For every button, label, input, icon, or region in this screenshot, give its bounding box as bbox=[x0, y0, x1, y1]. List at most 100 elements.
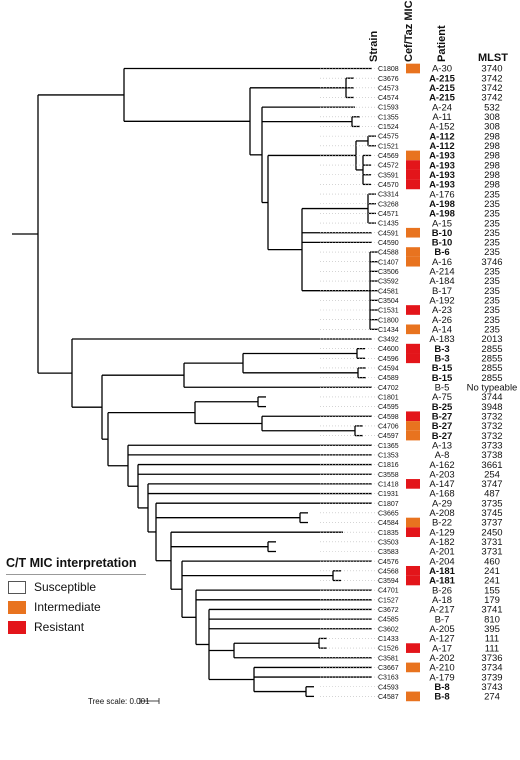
strain-label: C3676 bbox=[378, 76, 399, 83]
strain-label: C3583 bbox=[378, 549, 399, 556]
patient-label: A-182 bbox=[429, 537, 454, 548]
patient-label: B-3 bbox=[434, 344, 449, 355]
mic-resistant-box bbox=[406, 411, 420, 422]
patient-label: A-214 bbox=[429, 267, 454, 278]
patient-label: A-179 bbox=[429, 672, 454, 683]
legend-title: C/T MIC interpretation bbox=[6, 556, 137, 570]
mlst-label: 235 bbox=[484, 199, 500, 210]
patient-label: A-18 bbox=[432, 595, 452, 606]
mic-intermediate-box bbox=[406, 421, 420, 431]
strain-label: C4568 bbox=[378, 568, 399, 575]
mlst-label: 2855 bbox=[481, 354, 502, 365]
mlst-label: 3747 bbox=[481, 479, 502, 490]
patient-label: B-7 bbox=[435, 614, 450, 625]
patient-label: A-198 bbox=[429, 209, 455, 220]
mlst-label: 298 bbox=[484, 170, 500, 181]
patient-label: B-22 bbox=[432, 518, 452, 529]
mlst-label: 235 bbox=[484, 238, 500, 249]
mlst-label: 298 bbox=[484, 180, 500, 191]
mlst-label: 308 bbox=[484, 112, 500, 123]
strain-label: C3163 bbox=[378, 675, 399, 682]
mlst-label: 3744 bbox=[481, 392, 502, 403]
patient-label: A-29 bbox=[432, 498, 452, 509]
patient-label: B-6 bbox=[434, 247, 449, 258]
patient-label: B-27 bbox=[432, 431, 453, 442]
strain-label: C1800 bbox=[378, 317, 399, 324]
patient-label: A-23 bbox=[432, 305, 452, 316]
patient-label: A-181 bbox=[429, 566, 456, 577]
mlst-label: 3733 bbox=[481, 440, 502, 451]
mlst-label: 2855 bbox=[481, 344, 502, 355]
patient-label: B-27 bbox=[432, 411, 453, 422]
strain-label: C4595 bbox=[378, 404, 399, 411]
mic-resistant-box bbox=[406, 305, 420, 315]
mlst-label: 3732 bbox=[481, 421, 502, 432]
mlst-label: 3742 bbox=[481, 93, 502, 104]
legend-label: Intermediate bbox=[34, 600, 101, 614]
strain-label: C1835 bbox=[378, 530, 399, 537]
patient-label: A-17 bbox=[432, 643, 452, 654]
strain-label: C4575 bbox=[378, 134, 399, 141]
patient-label: A-24 bbox=[432, 102, 452, 113]
mlst-label: 3741 bbox=[481, 605, 502, 616]
patient-label: A-129 bbox=[429, 527, 454, 538]
mlst-label: 487 bbox=[484, 489, 500, 500]
patient-label: A-14 bbox=[432, 325, 452, 336]
strain-label: C4587 bbox=[378, 694, 399, 701]
strain-label: C3602 bbox=[378, 626, 399, 633]
patient-label: A-152 bbox=[429, 122, 454, 133]
patient-label: B-15 bbox=[432, 373, 453, 384]
patient-label: A-215 bbox=[429, 93, 456, 104]
strain-label: C1816 bbox=[378, 462, 399, 469]
mic-resistant-box bbox=[406, 479, 420, 489]
strain-label: C4569 bbox=[378, 153, 399, 160]
patient-label: A-202 bbox=[429, 653, 454, 664]
mlst-label: 254 bbox=[484, 469, 500, 480]
strain-label: C4574 bbox=[378, 95, 399, 102]
mlst-label: 3737 bbox=[481, 518, 502, 529]
patient-label: A-30 bbox=[432, 64, 452, 75]
patient-label: B-8 bbox=[434, 682, 449, 693]
patient-label: A-210 bbox=[429, 663, 454, 674]
strain-label: C4593 bbox=[378, 684, 399, 691]
legend-divider bbox=[6, 574, 146, 575]
mlst-label: 532 bbox=[484, 102, 500, 113]
patient-label: A-193 bbox=[429, 180, 455, 191]
strain-label: C1531 bbox=[378, 308, 399, 315]
strain-label: C4597 bbox=[378, 433, 399, 440]
mlst-label: 3738 bbox=[481, 450, 502, 461]
mic-intermediate-box bbox=[406, 227, 420, 238]
strain-label: C4589 bbox=[378, 375, 399, 382]
strain-label: C4598 bbox=[378, 414, 399, 421]
mlst-label: 3745 bbox=[481, 508, 502, 519]
strain-label: C1355 bbox=[378, 114, 399, 121]
mic-intermediate-box bbox=[406, 63, 420, 74]
strain-label: C3672 bbox=[378, 607, 399, 614]
mlst-label: 3742 bbox=[481, 73, 502, 84]
patient-label: A-162 bbox=[429, 460, 454, 471]
strain-label: C4706 bbox=[378, 424, 399, 431]
strain-label: C3558 bbox=[378, 472, 399, 479]
strain-label: C3581 bbox=[378, 655, 399, 662]
strain-label: C1931 bbox=[378, 491, 399, 498]
strain-label: C1435 bbox=[378, 221, 399, 228]
strain-label: C1801 bbox=[378, 395, 399, 402]
mlst-label: 3948 bbox=[481, 402, 502, 413]
strain-label: C4572 bbox=[378, 163, 399, 170]
strain-label: C3506 bbox=[378, 269, 399, 276]
patient-label: A-215 bbox=[429, 83, 456, 94]
mlst-label: 274 bbox=[484, 692, 500, 703]
mic-resistant-box bbox=[406, 179, 420, 190]
mic-intermediate-box bbox=[406, 324, 420, 335]
mlst-label: 298 bbox=[484, 160, 500, 171]
mic-resistant-box bbox=[406, 643, 420, 653]
strain-label: C4573 bbox=[378, 85, 399, 92]
strain-label: C4581 bbox=[378, 288, 399, 295]
strain-label: C4585 bbox=[378, 617, 399, 624]
mlst-label: 235 bbox=[484, 247, 500, 258]
mlst-label: 3740 bbox=[481, 64, 502, 75]
mlst-label: 298 bbox=[484, 131, 500, 142]
mlst-label: 2855 bbox=[481, 373, 502, 384]
strain-label: C4571 bbox=[378, 211, 399, 218]
